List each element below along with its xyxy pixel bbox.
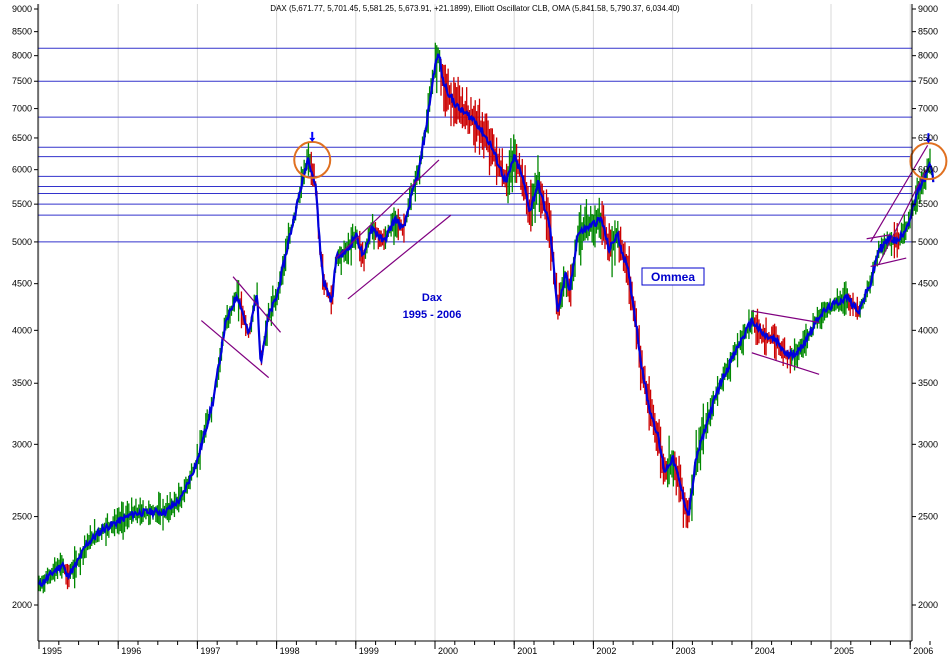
x-tick-label: 2000 [438,646,458,656]
price-line [37,53,935,588]
trendline [347,214,452,300]
y-tick-label: 4500 [918,279,938,289]
x-tick-label: 2005 [834,646,854,656]
x-tick-label: 1999 [359,646,379,656]
y-tick-label: 5500 [918,199,938,209]
x-tick-label: 1995 [42,646,62,656]
trendline [870,257,907,268]
y-tick-label: 3500 [918,378,938,388]
dax-label: Dax [422,292,443,304]
y-tick-label: 6500 [12,133,32,143]
y-axis-left: 2000 2500 3000 3500 4000 4500 5000 5500 6000 6500… [12,4,38,610]
trendline [335,159,440,259]
y-tick-label: 6000 [12,165,32,175]
y-axis-right: 2000 2500 3000 3500 4000 4500 5000 5500 6000 6500… [912,4,938,610]
y-tick-label: 9000 [918,4,938,14]
y-tick-label: 2000 [918,600,938,610]
chart-header: DAX (5,671.77, 5,701.45, 5,581.25, 5,673… [270,4,680,13]
y-tick-label: 2000 [12,600,32,610]
y-tick-label: 5500 [12,199,32,209]
x-tick-label: 2001 [517,646,537,656]
y-tick-label: 5000 [12,237,32,247]
trendline [870,145,929,243]
x-tick-label: 2002 [596,646,616,656]
vertical-grid [38,4,911,641]
top-arrow-head [925,139,932,144]
y-tick-label: 8000 [12,51,32,61]
brand-box [641,267,705,286]
period-label: 1995 - 2006 [403,309,462,321]
y-tick-label: 4500 [12,279,32,289]
top-markers [293,131,948,181]
y-tick-label: 7500 [918,76,938,86]
y-tick-label: 3000 [918,439,938,449]
y-tick-label: 8500 [918,27,938,37]
x-tick-label: 2003 [676,646,696,656]
y-tick-label: 8500 [12,27,32,37]
y-tick-label: 2500 [918,512,938,522]
x-tick-label: 2004 [755,646,775,656]
x-tick-label: 1997 [200,646,220,656]
x-tick-label: 1996 [121,646,141,656]
y-tick-label: 3500 [12,378,32,388]
y-tick-label: 8000 [918,51,938,61]
y-tick-label: 4000 [12,325,32,335]
x-tick-label: 1998 [280,646,300,656]
y-tick-label: 7000 [12,104,32,114]
y-tick-label: 3000 [12,439,32,449]
trendline [232,276,282,333]
brand-label: Ommea [651,270,695,284]
y-tick-label: 6000 [918,165,938,175]
trendline [866,234,891,240]
horizontal-levels [38,47,912,243]
x-axis: 1995 1996 1997 1998 1999 2000 2001 2002 2003 2004… [38,641,933,656]
trendlines [200,145,929,379]
trendline [877,169,927,266]
y-tick-label: 4000 [918,325,938,335]
trendline [751,352,820,375]
y-tick-label: 7500 [12,76,32,86]
trendline [751,310,820,324]
trendline [200,320,270,379]
y-tick-label: 6500 [918,133,938,143]
top-arrow-head [309,137,316,142]
y-tick-label: 2500 [12,512,32,522]
y-tick-label: 5000 [918,237,938,247]
y-tick-label: 9000 [12,4,32,14]
y-tick-label: 7000 [918,104,938,114]
x-tick-label: 2006 [913,646,933,656]
